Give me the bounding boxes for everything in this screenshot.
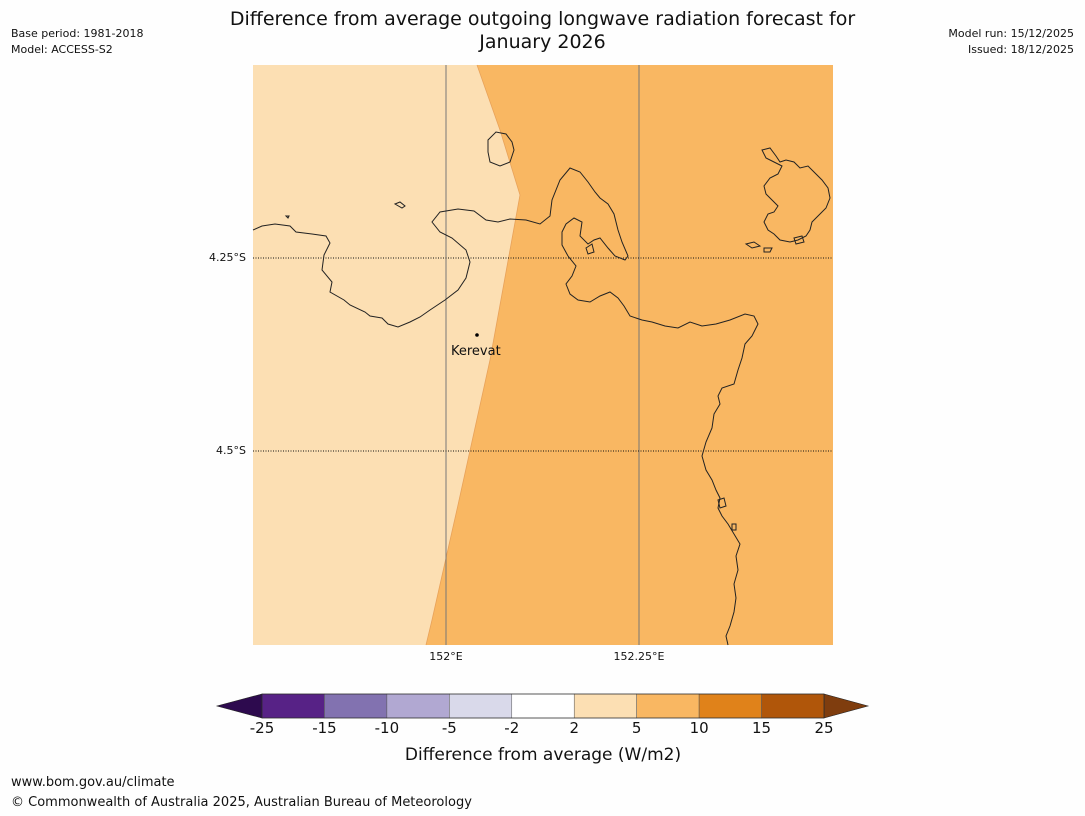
colorbar-tick-label: -15	[312, 719, 337, 737]
colorbar-extend-low	[215, 693, 263, 719]
colorbar-extend-high	[823, 693, 870, 719]
colorbar-tick-label: -2	[504, 719, 520, 737]
island-inner-a	[585, 243, 595, 255]
colorbar-tick-label: 15	[752, 719, 772, 737]
map-panel: Kerevat	[252, 64, 833, 646]
colorbar-tick-label: -25	[249, 719, 275, 737]
island-north	[487, 131, 515, 167]
colorbar-bin	[698, 693, 762, 719]
coastline	[252, 131, 831, 646]
colorbar-tick-label: 5	[631, 719, 642, 737]
colorbar-tick-label: -10	[374, 719, 400, 737]
colorbar-tick-label: 25	[814, 719, 834, 737]
colorbar-tick-label: 2	[569, 719, 579, 737]
lon-label-152-25: 152.25°E	[613, 650, 665, 663]
kerevat-label: Kerevat	[451, 344, 501, 359]
title-line-2: January 2026	[479, 31, 606, 53]
colorbar-bin	[511, 693, 575, 719]
colorbar	[215, 693, 870, 719]
title-line-1: Difference from average outgoing longwav…	[229, 8, 856, 30]
lat-label-4-25: 4.25°S	[209, 251, 246, 264]
colorbar-bin	[761, 693, 825, 719]
island-east-c	[793, 235, 805, 245]
colorbar-bin	[386, 693, 450, 719]
meta-left: Base period: 1981-2018 Model: ACCESS-S2	[11, 26, 143, 58]
coastline-duke-of-york	[761, 147, 831, 243]
kerevat-marker	[475, 333, 479, 337]
colorbar-bin	[261, 693, 325, 719]
model-name: Model: ACCESS-S2	[11, 43, 113, 56]
region-5-to-10	[426, 65, 833, 645]
island-coast-b	[731, 523, 737, 531]
lon-label-152: 152°E	[429, 650, 463, 663]
island-small	[393, 201, 406, 209]
colorbar-frame	[261, 693, 825, 719]
colorbar-bin	[324, 693, 388, 719]
colorbar-bin	[449, 693, 513, 719]
island-east-a	[744, 241, 762, 249]
coastline-main	[252, 167, 759, 646]
colorbar-tick-label: -5	[441, 719, 457, 737]
meta-right: Model run: 15/12/2025 Issued: 18/12/2025	[948, 26, 1074, 58]
colorbar-bin	[573, 693, 637, 719]
island-tiny	[284, 215, 290, 219]
colorbar-label: Difference from average (W/m2)	[404, 745, 682, 765]
base-period: Base period: 1981-2018	[11, 27, 144, 40]
model-run: Model run: 15/12/2025	[948, 27, 1074, 40]
colorbar-tick-label: 10	[689, 719, 709, 737]
region-boundary	[425, 64, 521, 646]
island-east-b	[763, 247, 773, 253]
footer-url: www.bom.gov.au/climate	[11, 775, 175, 790]
issued-date: Issued: 18/12/2025	[967, 43, 1074, 56]
page-title: Difference from average outgoing longwav…	[180, 8, 905, 54]
colorbar-bin	[636, 693, 700, 719]
footer-copyright: © Commonwealth of Australia 2025, Austra…	[11, 795, 472, 810]
lat-label-4-5: 4.5°S	[216, 444, 246, 457]
island-coast-a	[717, 497, 727, 509]
